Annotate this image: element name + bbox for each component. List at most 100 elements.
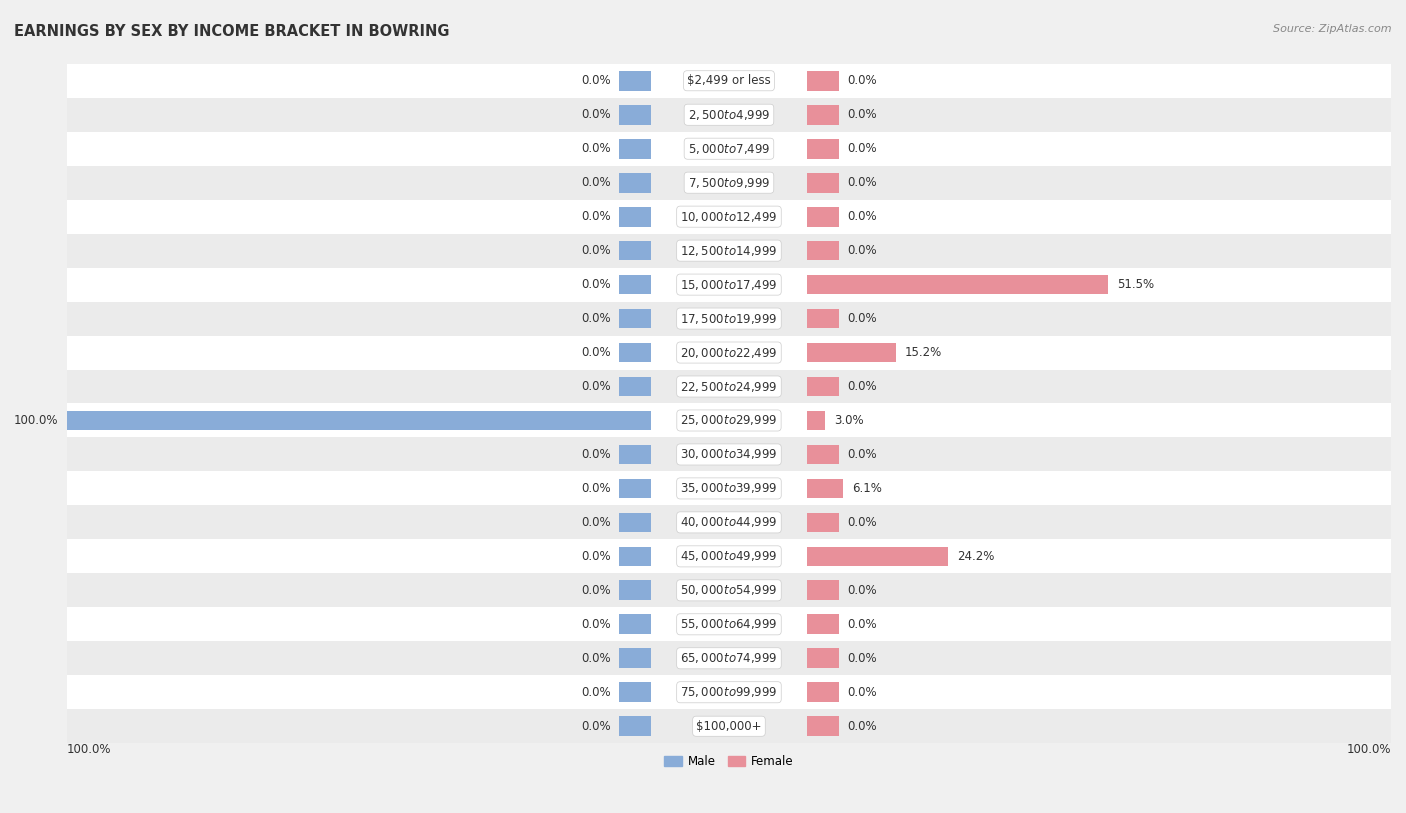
Bar xyxy=(67,403,1391,437)
Text: $15,000 to $17,499: $15,000 to $17,499 xyxy=(681,277,778,292)
Bar xyxy=(67,233,1391,267)
Bar xyxy=(620,343,651,363)
Bar xyxy=(807,649,838,668)
Bar xyxy=(620,71,651,90)
Bar xyxy=(620,105,651,124)
Text: $30,000 to $34,999: $30,000 to $34,999 xyxy=(681,447,778,462)
Bar xyxy=(807,343,896,363)
Bar xyxy=(807,207,838,227)
Bar xyxy=(620,682,651,702)
Text: $2,499 or less: $2,499 or less xyxy=(688,74,770,87)
Bar xyxy=(620,546,651,566)
Text: 0.0%: 0.0% xyxy=(581,244,610,257)
Bar xyxy=(807,376,838,397)
Bar xyxy=(67,472,1391,506)
Text: $22,500 to $24,999: $22,500 to $24,999 xyxy=(681,380,778,393)
Text: $40,000 to $44,999: $40,000 to $44,999 xyxy=(681,515,778,529)
Bar xyxy=(807,275,1108,294)
Text: 0.0%: 0.0% xyxy=(848,448,877,461)
Text: 0.0%: 0.0% xyxy=(581,584,610,597)
Text: 0.0%: 0.0% xyxy=(581,550,610,563)
Text: 0.0%: 0.0% xyxy=(848,685,877,698)
Text: 0.0%: 0.0% xyxy=(581,448,610,461)
Bar xyxy=(807,716,838,736)
Bar xyxy=(67,437,1391,472)
Bar xyxy=(807,546,949,566)
Bar xyxy=(620,207,651,227)
Bar xyxy=(620,445,651,464)
Bar xyxy=(620,580,651,600)
Bar xyxy=(67,98,1391,132)
Bar xyxy=(67,573,1391,607)
Text: 0.0%: 0.0% xyxy=(581,278,610,291)
Bar xyxy=(807,173,838,193)
Text: 0.0%: 0.0% xyxy=(581,108,610,121)
Text: 0.0%: 0.0% xyxy=(581,516,610,529)
Bar xyxy=(807,241,838,260)
Bar xyxy=(67,63,1391,98)
Bar xyxy=(67,302,1391,336)
Bar xyxy=(620,649,651,668)
Bar xyxy=(807,105,838,124)
Bar xyxy=(807,479,842,498)
Text: 0.0%: 0.0% xyxy=(581,380,610,393)
Text: 0.0%: 0.0% xyxy=(848,516,877,529)
Bar xyxy=(620,512,651,533)
Bar xyxy=(807,445,838,464)
Text: $5,000 to $7,499: $5,000 to $7,499 xyxy=(688,141,770,156)
Text: 15.2%: 15.2% xyxy=(905,346,942,359)
Text: Source: ZipAtlas.com: Source: ZipAtlas.com xyxy=(1274,24,1392,34)
Text: 24.2%: 24.2% xyxy=(957,550,995,563)
Text: $20,000 to $22,499: $20,000 to $22,499 xyxy=(681,346,778,359)
Bar xyxy=(67,506,1391,539)
Text: 0.0%: 0.0% xyxy=(848,74,877,87)
Bar xyxy=(67,370,1391,403)
Text: 0.0%: 0.0% xyxy=(848,142,877,155)
Text: $17,500 to $19,999: $17,500 to $19,999 xyxy=(681,311,778,325)
Bar xyxy=(67,132,1391,166)
Text: 0.0%: 0.0% xyxy=(848,720,877,733)
Bar xyxy=(67,411,651,430)
Bar xyxy=(620,275,651,294)
Text: $35,000 to $39,999: $35,000 to $39,999 xyxy=(681,481,778,495)
Text: 0.0%: 0.0% xyxy=(848,210,877,223)
Text: 100.0%: 100.0% xyxy=(1347,743,1391,756)
Text: 0.0%: 0.0% xyxy=(848,312,877,325)
Text: 0.0%: 0.0% xyxy=(581,142,610,155)
Text: $55,000 to $64,999: $55,000 to $64,999 xyxy=(681,617,778,632)
Bar xyxy=(67,166,1391,200)
Text: $100,000+: $100,000+ xyxy=(696,720,762,733)
Bar xyxy=(67,267,1391,302)
Bar xyxy=(620,376,651,397)
Text: $65,000 to $74,999: $65,000 to $74,999 xyxy=(681,651,778,665)
Bar xyxy=(620,309,651,328)
Text: 0.0%: 0.0% xyxy=(848,652,877,665)
Text: $45,000 to $49,999: $45,000 to $49,999 xyxy=(681,550,778,563)
Text: $12,500 to $14,999: $12,500 to $14,999 xyxy=(681,244,778,258)
Bar xyxy=(67,539,1391,573)
Text: 0.0%: 0.0% xyxy=(848,584,877,597)
Legend: Male, Female: Male, Female xyxy=(664,755,794,768)
Bar xyxy=(67,641,1391,676)
Bar xyxy=(807,309,838,328)
Bar xyxy=(807,512,838,533)
Bar xyxy=(620,479,651,498)
Bar xyxy=(620,173,651,193)
Text: 0.0%: 0.0% xyxy=(581,652,610,665)
Bar xyxy=(67,607,1391,641)
Text: 0.0%: 0.0% xyxy=(581,74,610,87)
Text: 0.0%: 0.0% xyxy=(581,720,610,733)
Bar xyxy=(67,336,1391,370)
Text: $7,500 to $9,999: $7,500 to $9,999 xyxy=(688,176,770,189)
Bar xyxy=(807,71,838,90)
Text: $75,000 to $99,999: $75,000 to $99,999 xyxy=(681,685,778,699)
Text: 3.0%: 3.0% xyxy=(834,414,863,427)
Bar xyxy=(620,615,651,634)
Text: 0.0%: 0.0% xyxy=(581,685,610,698)
Text: $50,000 to $54,999: $50,000 to $54,999 xyxy=(681,584,778,598)
Text: 0.0%: 0.0% xyxy=(581,312,610,325)
Bar xyxy=(807,411,825,430)
Bar xyxy=(620,139,651,159)
Text: 51.5%: 51.5% xyxy=(1116,278,1154,291)
Text: $25,000 to $29,999: $25,000 to $29,999 xyxy=(681,414,778,428)
